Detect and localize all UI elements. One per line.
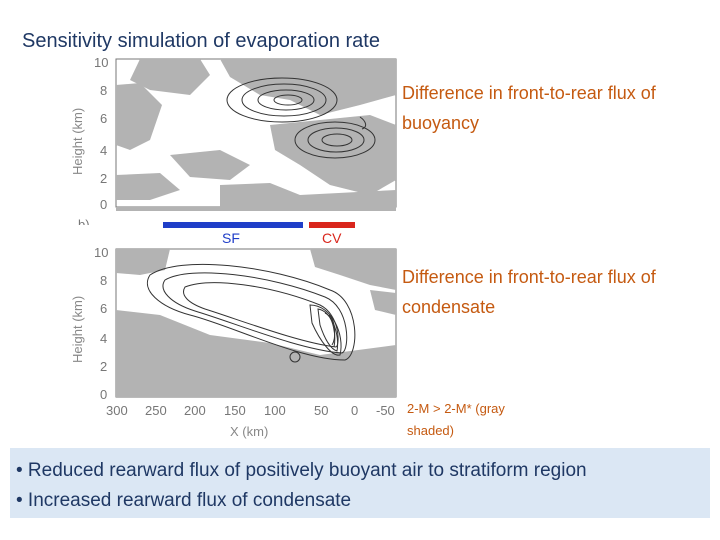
bottom-y-tick: 8 xyxy=(100,273,107,288)
bottom-y-tick: 6 xyxy=(100,301,107,316)
stratiform-region-bar xyxy=(163,222,303,228)
buoyancy-annotation: Difference in front-to-rear flux of buoy… xyxy=(402,83,656,133)
convective-region-bar xyxy=(309,222,355,228)
bottom-y-tick: 0 xyxy=(100,387,107,402)
bottom-x-tick: 50 xyxy=(314,403,328,418)
condensate-flux-plot: Height (km) 10 8 6 4 2 0 300 250 200 150 xyxy=(70,245,397,439)
bottom-contours xyxy=(147,263,356,363)
top-contours xyxy=(226,77,376,159)
bottom-x-tick: 0 xyxy=(351,403,358,418)
bottom-shaded-regions xyxy=(115,248,397,398)
bottom-x-tick: 250 xyxy=(145,403,167,418)
bullet-item: • Increased rearward flux of condensate xyxy=(16,490,352,511)
bottom-y-tick: 10 xyxy=(94,245,108,260)
condensate-annotation: Difference in front-to-rear flux of cond… xyxy=(402,267,656,317)
top-panel-letter: b) xyxy=(78,217,90,225)
gray-shading-legend: 2-M > 2-M* (gray shaded) xyxy=(407,401,505,438)
bottom-x-axis-label: X (km) xyxy=(230,424,268,439)
buoyancy-flux-plot: Height (km) 10 8 6 4 2 0 b) xyxy=(70,55,397,225)
stratiform-label: SF xyxy=(222,230,240,246)
top-shaded-regions xyxy=(115,58,397,211)
bullet-item: • Reduced rearward flux of positively bu… xyxy=(16,460,587,481)
top-y-axis-label: Height (km) xyxy=(70,108,85,175)
top-y-tick: 2 xyxy=(100,171,107,186)
top-y-tick: 8 xyxy=(100,83,107,98)
top-y-tick: 6 xyxy=(100,111,107,126)
bottom-x-tick: 150 xyxy=(224,403,246,418)
bottom-x-tick: 300 xyxy=(106,403,128,418)
bottom-y-tick: 4 xyxy=(100,331,107,346)
summary-bullets: • Reduced rearward flux of positively bu… xyxy=(10,448,710,518)
bottom-y-axis-label: Height (km) xyxy=(70,296,85,363)
slide-title: Sensitivity simulation of evaporation ra… xyxy=(22,30,380,52)
top-y-tick: 10 xyxy=(94,55,108,70)
top-y-tick: 0 xyxy=(100,197,107,212)
bottom-x-tick: 100 xyxy=(264,403,286,418)
bottom-x-tick: 200 xyxy=(184,403,206,418)
bottom-y-tick: 2 xyxy=(100,359,107,374)
condensate-flux-panel: Height (km) 10 8 6 4 2 0 300 250 200 150 xyxy=(70,245,400,440)
buoyancy-flux-panel: Height (km) 10 8 6 4 2 0 b) xyxy=(70,55,400,225)
convective-label: CV xyxy=(322,230,342,246)
bottom-x-tick: -50 xyxy=(376,403,395,418)
top-y-tick: 4 xyxy=(100,143,107,158)
